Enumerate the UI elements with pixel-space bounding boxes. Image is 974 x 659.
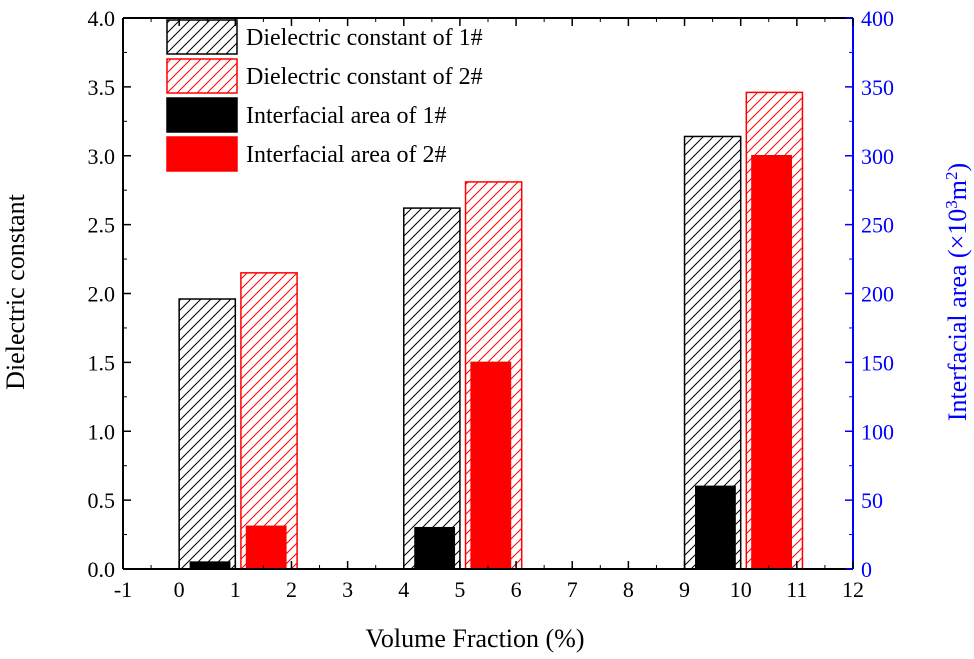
x-tick-label: 2 bbox=[286, 577, 297, 602]
y-tick-label: 3.5 bbox=[88, 75, 116, 100]
legend-swatch-4 bbox=[166, 136, 238, 172]
y-tick-label: 1.5 bbox=[88, 350, 116, 375]
legend-label-2: Dielectric constant of 2# bbox=[246, 64, 483, 90]
bar-series3-2 bbox=[414, 526, 456, 570]
x-tick-label: 7 bbox=[567, 577, 578, 602]
y2-tick-label: 200 bbox=[861, 282, 894, 307]
x-tick-label: 3 bbox=[342, 577, 353, 602]
y-tick-label: 0.5 bbox=[88, 488, 116, 513]
y2-tick-label: 400 bbox=[861, 6, 894, 31]
x-tick-label: 0 bbox=[174, 577, 185, 602]
y2-tick-label: 150 bbox=[861, 350, 894, 375]
y2-tick-label: 300 bbox=[861, 144, 894, 169]
bar-series2-1 bbox=[240, 272, 298, 570]
y-tick-label: 1.0 bbox=[88, 419, 116, 444]
bar-series4-1 bbox=[245, 525, 287, 570]
x-tick-label: -1 bbox=[114, 577, 132, 602]
bar-series4-3 bbox=[751, 155, 792, 570]
legend-label-3: Interfacial area of 1# bbox=[246, 103, 447, 129]
y-axis-title: Dielectric constant bbox=[1, 193, 30, 389]
x-tick-label: 5 bbox=[454, 577, 465, 602]
y-tick-label: 3.0 bbox=[88, 144, 116, 169]
legend-swatch-3 bbox=[166, 97, 238, 133]
legend-label-4: Interfacial area of 2# bbox=[246, 142, 447, 168]
y2-axis-title-main: Interfacial area (×10 bbox=[943, 209, 972, 421]
bars-group bbox=[178, 91, 804, 570]
y2-tick-label: 50 bbox=[861, 488, 883, 513]
x-axis-title: Volume Fraction (%) bbox=[365, 624, 584, 653]
legend-swatch-1 bbox=[166, 19, 238, 55]
bar-series1-2 bbox=[403, 207, 461, 570]
x-tick-label: 1 bbox=[230, 577, 241, 602]
y-tick-label: 4.0 bbox=[88, 6, 116, 31]
ticks-group: -1 0 1 2 3 4 5 6 7 8 9 10 11 120.00.51.01.52.02.53.03… bbox=[88, 6, 895, 602]
bar-series1-1 bbox=[178, 298, 237, 570]
bar-series4-2 bbox=[470, 361, 512, 570]
y2-tick-label: 100 bbox=[861, 419, 894, 444]
x-tick-label: 10 bbox=[730, 577, 752, 602]
bar-series3-3 bbox=[695, 485, 736, 570]
y2-axis-title-end: ) bbox=[943, 163, 972, 172]
x-tick-label: 12 bbox=[842, 577, 864, 602]
y-tick-label: 2.5 bbox=[88, 213, 116, 238]
legend-swatch-2 bbox=[166, 58, 238, 94]
legend: Dielectric constant of 1# Dielectric cons… bbox=[166, 19, 483, 172]
y2-tick-label: 250 bbox=[861, 213, 894, 238]
y-tick-label: 2.0 bbox=[88, 282, 116, 307]
legend-label-1: Dielectric constant of 1# bbox=[246, 25, 483, 51]
y-tick-label: 0.0 bbox=[88, 557, 116, 582]
y2-axis-title-exp1: 3 bbox=[942, 200, 961, 209]
x-tick-label: 4 bbox=[398, 577, 409, 602]
y2-axis-title: Interfacial area (×103m2) bbox=[942, 163, 973, 421]
y2-tick-label: 0 bbox=[861, 557, 872, 582]
y2-axis-title-mid: m bbox=[943, 180, 972, 200]
x-tick-label: 9 bbox=[679, 577, 690, 602]
y2-axis-title-exp2: 2 bbox=[942, 172, 961, 181]
x-tick-label: 11 bbox=[786, 577, 807, 602]
bar-series3-1 bbox=[189, 561, 231, 570]
x-tick-label: 6 bbox=[511, 577, 522, 602]
x-tick-label: 8 bbox=[623, 577, 634, 602]
y2-tick-label: 350 bbox=[861, 75, 894, 100]
